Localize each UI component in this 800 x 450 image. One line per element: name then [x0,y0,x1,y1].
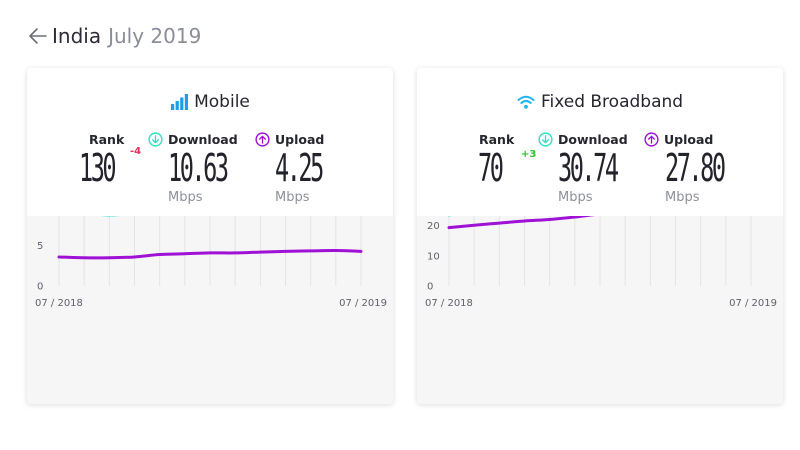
mobile-title-label: Mobile [194,92,250,112]
broadband-download-label: Download [538,130,628,148]
broadband-download-value: 30.74 [558,146,619,190]
mobile-upload-unit: Mbps [275,190,310,205]
download-arrow-icon [538,131,553,147]
broadband-summary: Fixed Broadband Rank 70 +3 Download 30.7… [417,68,783,216]
mobile-download-value: 10.63 [168,146,229,190]
broadband-title-label: Fixed Broadband [540,92,684,112]
broadband-rank-label: Rank [479,131,515,147]
mobile-upload-value: 4.25 [275,146,324,190]
mobile-download-label-text: Download [168,131,238,147]
broadband-rank-value: 70 [478,146,504,190]
mobile-card-title: Mobile [27,92,393,112]
header-date: July 2019 [108,24,202,48]
broadband-y-tick-label: 0 [427,282,433,293]
broadband-card-title: Fixed Broadband [417,92,783,112]
broadband-download-label-text: Download [558,131,628,147]
download-arrow-icon [148,131,163,147]
broadband-upload-label-text: Upload [664,131,714,147]
broadband-y-tick-label: 10 [427,251,440,262]
mobile-x-tick-label: 07 / 2019 [339,298,387,309]
mobile-y-tick-label: 0 [37,282,43,293]
broadband-card: Fixed Broadband Rank 70 +3 Download 30.7… [417,68,783,404]
mobile-download-label: Download [148,130,238,148]
broadband-upload-label: Upload [644,130,713,148]
mobile-rank-value: 130 [79,146,117,190]
broadband-x-tick-label: 07 / 2019 [729,298,777,309]
broadband-y-tick-label: 20 [427,221,440,232]
mobile-download-unit: Mbps [168,190,203,205]
broadband-x-tick-label: 07 / 2018 [425,298,473,309]
mobile-y-tick-label: 5 [37,241,43,252]
mobile-summary: Mobile Rank 130 -4 Download 10.63 Mbps U… [27,68,393,216]
mobile-card: Mobile Rank 130 -4 Download 10.63 Mbps U… [27,68,393,404]
page-header: India July 2019 [28,22,201,50]
mobile-x-tick-label: 07 / 2018 [35,298,83,309]
mobile-upload-label: Upload [255,130,324,148]
signal-bars-icon [171,94,189,110]
broadband-upload-unit: Mbps [665,190,700,205]
mobile-rank-change: -4 [130,146,142,157]
wifi-icon [517,95,535,109]
upload-arrow-icon [644,131,659,147]
mobile-upload-line [57,248,363,260]
broadband-upload-line [447,216,596,230]
mobile-rank-label: Rank [89,131,125,147]
header-country: India [52,24,102,48]
mobile-upload-label-text: Upload [275,131,325,147]
back-arrow-icon[interactable] [28,26,48,46]
upload-arrow-icon [255,131,270,147]
broadband-rank-change: +3 [521,149,537,160]
broadband-download-unit: Mbps [558,190,593,205]
broadband-upload-value: 27.80 [665,146,726,190]
